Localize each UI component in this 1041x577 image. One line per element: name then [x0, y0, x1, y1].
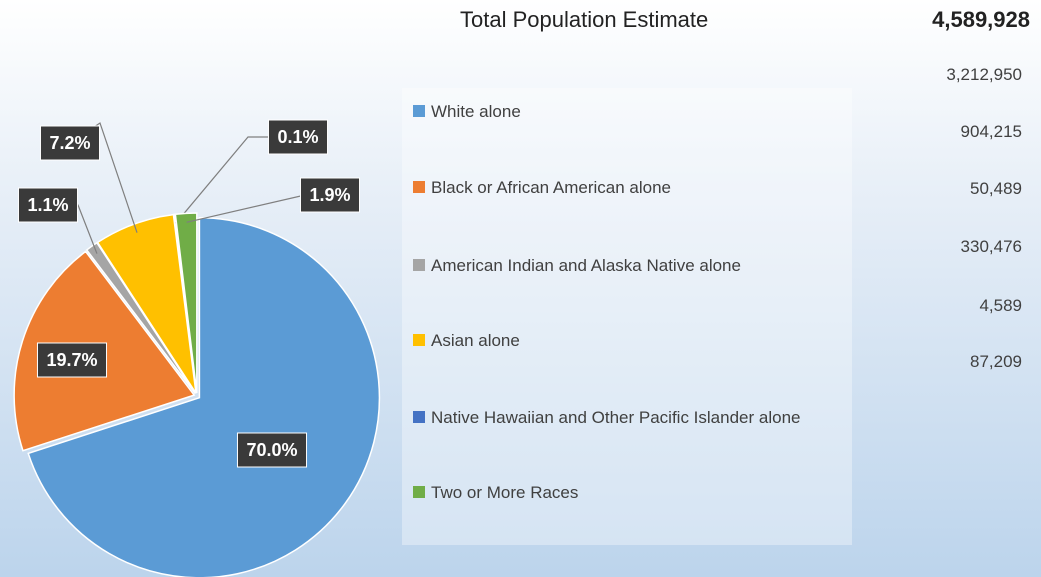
legend-item: White alone [413, 100, 843, 124]
count-value: 4,589 [979, 296, 1022, 315]
label-box [267, 119, 329, 155]
label-box [39, 125, 101, 161]
count-value: 904,215 [960, 122, 1022, 141]
legend-label: Native Hawaiian and Other Pacific Island… [431, 408, 801, 427]
label-box [36, 342, 108, 378]
legend-swatch [413, 181, 425, 193]
legend-label: American Indian and Alaska Native alone [431, 256, 741, 275]
legend-item: American Indian and Alaska Native alone [413, 254, 843, 278]
legend-label: Black or African American alone [431, 178, 672, 197]
pie-slice [27, 217, 381, 577]
legend-label: Two or More Races [431, 483, 579, 502]
legend-swatch [413, 486, 425, 498]
label-box [236, 432, 308, 468]
total-title: Total Population Estimate [460, 7, 709, 32]
legend-label: Asian alone [431, 331, 520, 350]
count-value: 87,209 [970, 352, 1022, 371]
legend-item: Two or More Races [413, 481, 843, 505]
data-label: 0.1% [277, 127, 318, 147]
legend-item: Native Hawaiian and Other Pacific Island… [413, 406, 843, 430]
total-value: 4,589,928 [932, 7, 1030, 32]
count-value: 50,489 [970, 179, 1022, 198]
legend-swatch [413, 411, 425, 423]
legend-panel [402, 88, 852, 545]
legend-swatch [413, 105, 425, 117]
data-label: 19.7% [46, 350, 97, 370]
data-label: 7.2% [49, 133, 90, 153]
legend-item: Black or African American alone [413, 176, 843, 200]
legend-swatch [413, 334, 425, 346]
pie-slice [174, 212, 198, 394]
count-value: 3,212,950 [946, 65, 1022, 84]
label-box [299, 177, 361, 213]
data-label: 1.9% [309, 185, 350, 205]
data-label: 1.1% [27, 195, 68, 215]
legend-swatch [413, 259, 425, 271]
data-label: 70.0% [246, 440, 297, 460]
legend-item: Asian alone [413, 329, 843, 353]
label-box [17, 187, 79, 223]
count-value: 330,476 [960, 237, 1022, 256]
pie-slice [85, 241, 196, 394]
legend-label: White alone [431, 102, 521, 121]
